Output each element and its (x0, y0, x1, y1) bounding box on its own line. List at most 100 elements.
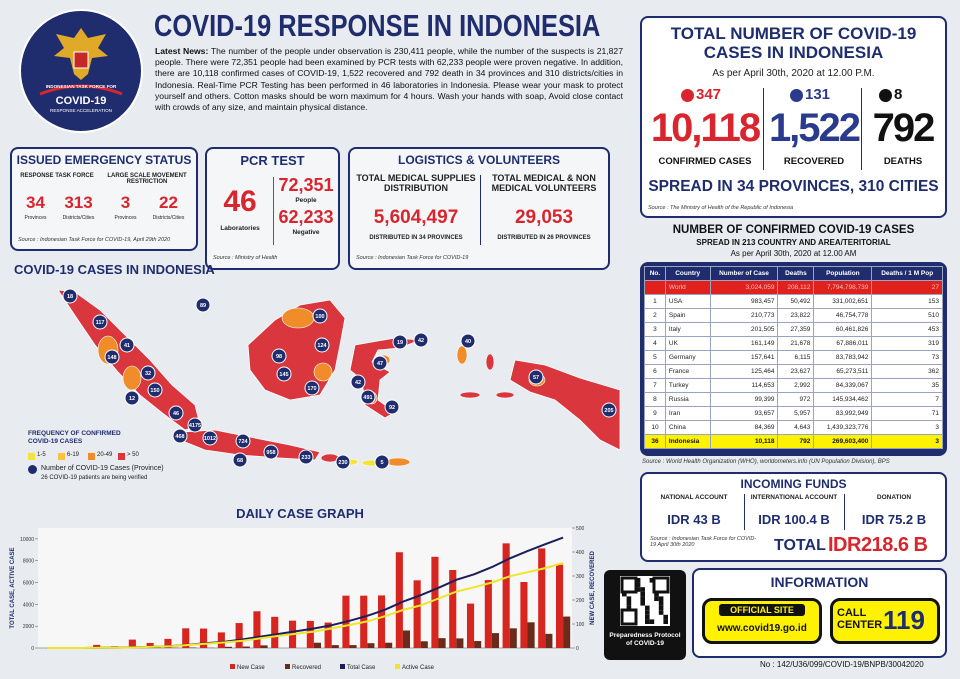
divider (273, 177, 274, 245)
table-cell: 125,464 (709, 364, 779, 379)
qr-panel: Preparedness Protocol of COVID-19 (604, 570, 686, 660)
info-panel: INFORMATION OFFICIAL SITE www.covid19.go.i… (692, 568, 947, 658)
qr-cell (640, 587, 645, 592)
table-cell: China (664, 420, 711, 435)
call-button[interactable]: CALL CENTER 119 (830, 598, 940, 644)
region (122, 365, 142, 391)
province-count: 233 (301, 455, 310, 461)
qr-anchor (620, 608, 638, 626)
bar (385, 642, 393, 648)
table-cell: 84,369 (709, 420, 779, 435)
bar (367, 643, 375, 648)
legend-swatch (28, 453, 35, 460)
table-cell: France (664, 364, 711, 379)
bar (349, 645, 357, 648)
status-label: Provinces (114, 215, 137, 221)
status-number: 22 (159, 193, 178, 212)
table-row: 5 Germany 157,641 6,115 83,783,942 73 (644, 350, 943, 365)
bar (199, 628, 208, 648)
legend-marker-note: Number of COVID-19 Cases (Province) (41, 465, 164, 472)
region (495, 391, 515, 399)
map: 18 117 41 148 32 12 150 46 4175 468 1012 724 68 958 23… (57, 288, 621, 470)
qr-cell (658, 610, 664, 615)
legend-swatch (395, 664, 400, 669)
province-count: 468 (175, 434, 184, 440)
table-cell: World (664, 280, 711, 295)
y2-tick-label: 200 (576, 598, 585, 604)
legend-swatch (340, 664, 345, 669)
table-cell: 161,149 (709, 336, 779, 351)
y-axis-title: TOTAL CASE, ACTIVE CASE (10, 547, 16, 628)
province-marker (187, 417, 203, 433)
divider (480, 175, 481, 245)
stat-label: DEATHS (883, 156, 923, 167)
province-count: 170 (307, 386, 316, 392)
table-cell: 3 (871, 420, 943, 435)
province-marker (104, 349, 120, 365)
province-marker (374, 454, 390, 470)
province-marker (119, 337, 135, 353)
province-marker (413, 332, 429, 348)
status-label: Provinces (24, 215, 47, 221)
y-tick-label: 0 (31, 646, 34, 652)
table-cell: 3 (644, 322, 666, 337)
table-row: 7 Turkey 114,653 2,992 84,339,067 35 (644, 378, 943, 393)
province-marker (140, 365, 156, 381)
table-cell: 1,439,323,776 (813, 420, 873, 435)
y-tick-label: 10000 (20, 537, 34, 543)
logo-line: INDONESIAN TASK FORCE FOR (46, 84, 117, 89)
table-cell: 93,657 (709, 406, 779, 421)
new-icon (879, 89, 892, 102)
pcr-negative-label: Negative (292, 229, 320, 236)
column-header: Deaths / 1 M Pop (871, 266, 943, 281)
pcr-negative: 62,233 (278, 207, 334, 227)
qr-cell (640, 591, 645, 597)
country-table: No. Country Number of Case Deaths Population… (644, 266, 943, 449)
province-marker (601, 402, 617, 418)
source: Source : Indonesian Task Force for COVID… (650, 536, 757, 548)
column-header: No. (644, 266, 666, 281)
news: Latest News: The number of the people un… (155, 46, 623, 113)
region (456, 345, 468, 365)
qr-cell (649, 619, 655, 624)
table-cell: 8 (644, 392, 666, 407)
table-cell: 201,505 (709, 322, 779, 337)
y-tick-label: 4000 (23, 602, 34, 608)
call-label: CALL CENTER (837, 607, 883, 631)
table-cell: 972 (777, 392, 815, 407)
qr-cell (626, 605, 632, 611)
province-marker (312, 308, 328, 324)
site-button[interactable]: OFFICIAL SITE www.covid19.go.id (702, 598, 822, 644)
table-row: 8 Russia 99,399 972 145,934,462 7 (644, 392, 943, 407)
table-row: 9 Iran 93,657 5,957 83,992,949 71 (644, 406, 943, 421)
bar (538, 548, 546, 648)
table-cell: 210,773 (709, 308, 779, 323)
bar (545, 633, 553, 648)
y2-tick-label: 100 (576, 622, 585, 628)
stat-label: RECOVERED (783, 156, 845, 167)
qr-cell (658, 601, 664, 606)
logo-line: RESPONSE ACCELERATION (50, 108, 112, 113)
table-cell: 319 (871, 336, 943, 351)
total-count: 792 (872, 106, 936, 150)
table-cell: 1 (644, 294, 666, 309)
new-count: 347 (696, 86, 722, 103)
table-row: 36 Indonesia 10,118 792 269,603,400 3 (644, 434, 943, 449)
table-row: 10 China 84,369 4,643 1,439,323,776 3 (644, 420, 943, 435)
logo-shield (73, 51, 89, 69)
province-marker (384, 399, 400, 415)
table-cell: 10,118 (709, 434, 779, 449)
qr-cell (658, 596, 664, 601)
legend-swatch (58, 453, 65, 460)
fund-label: INTERNATIONAL ACCOUNT (750, 494, 838, 501)
bar (313, 642, 322, 648)
daily-chart: 0 2000 4000 6000 8000 10000 0 100 200 300 400 500 TO… (10, 526, 596, 671)
region (459, 391, 481, 399)
province-count: 57 (533, 375, 539, 381)
bar (235, 623, 243, 648)
new-count: 8 (894, 86, 903, 103)
info-title: INFORMATION (770, 574, 869, 590)
column-header: Deaths (777, 266, 815, 281)
bar (164, 638, 172, 648)
legend-marker (28, 465, 37, 474)
